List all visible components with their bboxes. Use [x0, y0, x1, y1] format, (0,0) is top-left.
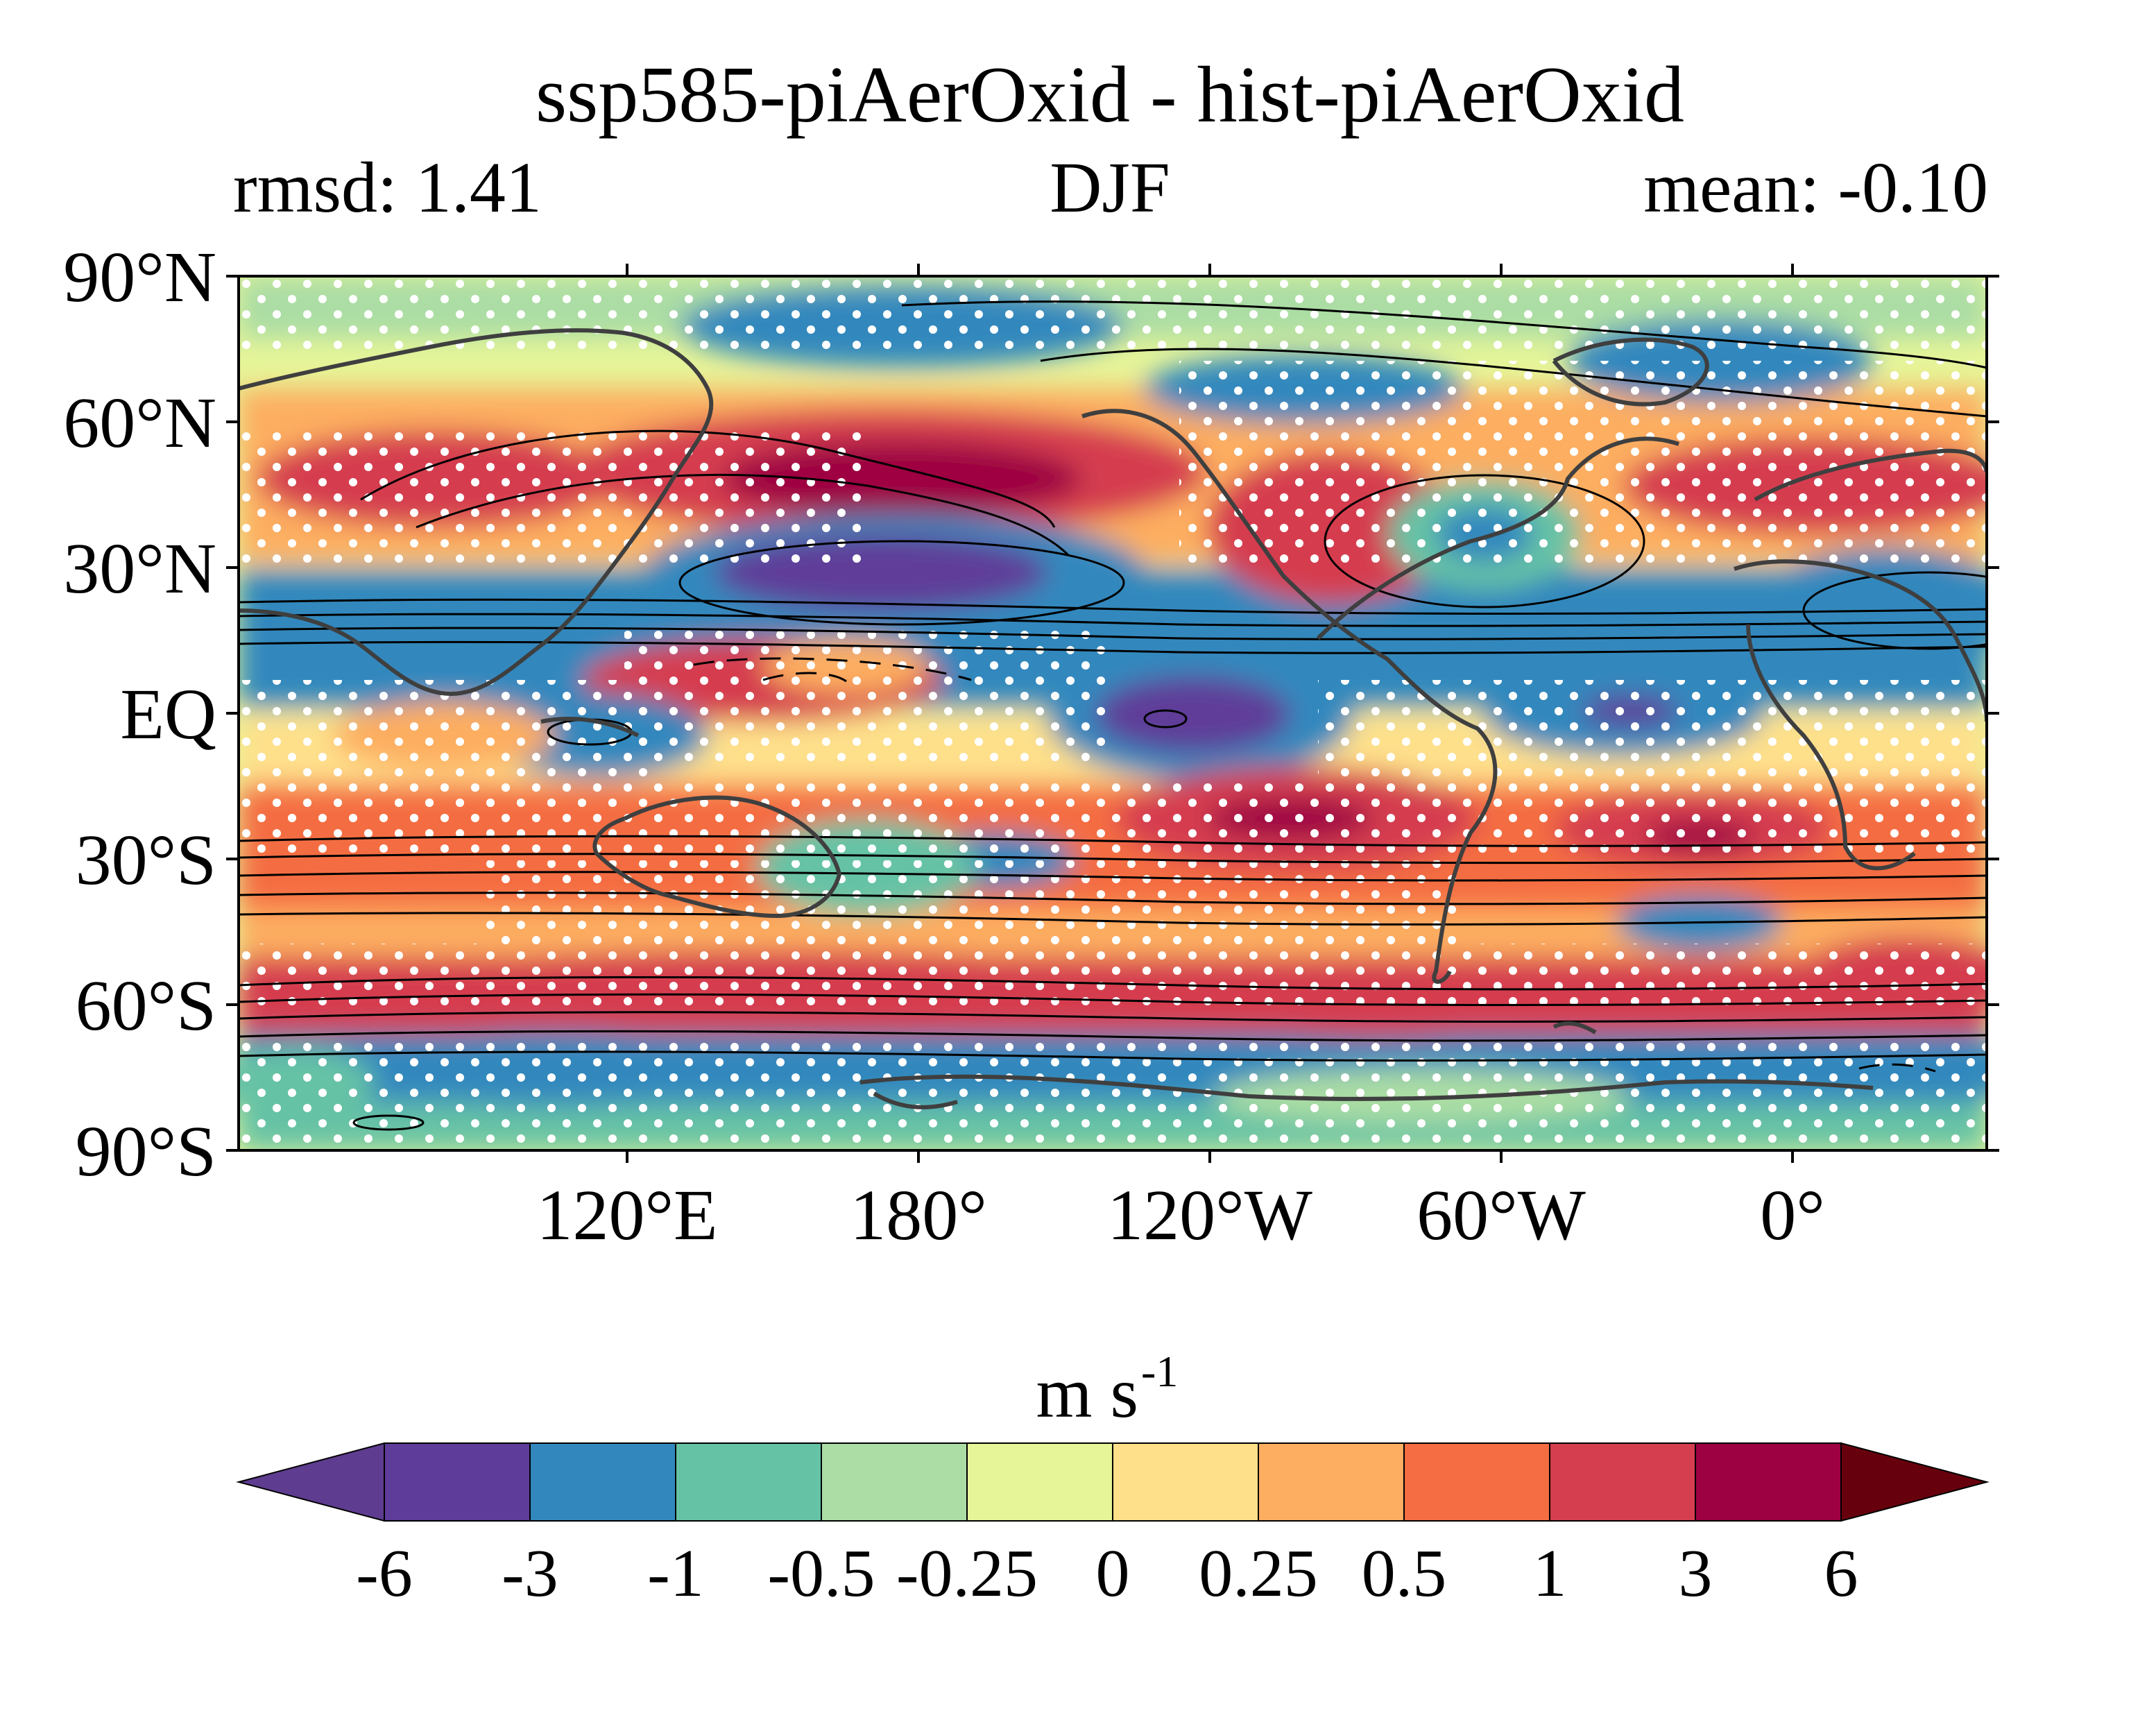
colorbar-tick-label: 6 — [1824, 1536, 1858, 1611]
colorbar-box — [1403, 1442, 1550, 1522]
colorbar-tick-label: -1 — [647, 1536, 704, 1611]
lon-tick-label: 60°W — [1417, 1175, 1586, 1255]
lat-tick-label: EQ — [120, 674, 216, 754]
colorbar-tick-label: 1 — [1533, 1536, 1567, 1611]
colorbar-under-triangle — [236, 1442, 385, 1522]
colorbar-tick-label: -0.25 — [896, 1536, 1038, 1611]
colorbar-tick-label: 0.25 — [1199, 1536, 1318, 1611]
colorbar-over-triangle — [1840, 1442, 1990, 1522]
colorbar-tick-label: 0 — [1096, 1536, 1130, 1611]
colorbar-unit-base: m s — [1036, 1353, 1138, 1433]
colorbar-box — [1549, 1442, 1696, 1522]
lon-tick-label: 120°W — [1107, 1175, 1312, 1255]
lat-tick-label: 60°N — [63, 383, 216, 463]
season-label: DJF — [1050, 148, 1170, 228]
colorbar-box — [966, 1442, 1113, 1522]
colorbar-tick-label: -3 — [502, 1536, 558, 1611]
lon-tick-marks — [626, 264, 1794, 1163]
colorbar-box — [384, 1442, 531, 1522]
colorbar-unit: m s-1 — [1036, 1347, 1179, 1433]
lat-tick-labels: 90°N 60°N 30°N EQ 30°S 60°S 90°S — [63, 237, 216, 1191]
lon-axis: 120°E 180° 120°W 60°W 0° — [536, 264, 1825, 1255]
colorbar-box — [1695, 1442, 1842, 1522]
colorbar-tick-label: -6 — [356, 1536, 413, 1611]
colorbar-box — [675, 1442, 822, 1522]
lat-tick-marks — [226, 275, 1999, 1152]
colorbar-tick-label: 0.5 — [1362, 1536, 1447, 1611]
lat-tick-label: 30°N — [63, 529, 216, 608]
colorbar-box — [821, 1442, 968, 1522]
colorbar-tick-labels: -6 -3 -1 -0.5 -0.25 0 0.25 0.5 1 3 6 — [356, 1536, 1858, 1611]
plot-title: ssp585-piAerOxid - hist-piAerOxid — [536, 51, 1684, 139]
map-panel — [239, 276, 1987, 1150]
lat-tick-label: 90°N — [63, 237, 216, 317]
colorbar-box — [1112, 1442, 1259, 1522]
colorbar-box — [529, 1442, 676, 1522]
lon-tick-label: 180° — [850, 1175, 987, 1255]
colorbar-boxes — [384, 1442, 1842, 1522]
coastlines — [239, 328, 1987, 1109]
lat-tick-label: 90°S — [76, 1112, 216, 1191]
lon-tick-label: 0° — [1760, 1175, 1825, 1255]
lat-axis: 90°N 60°N 30°N EQ 30°S 60°S 90°S — [63, 237, 1999, 1191]
lon-tick-labels: 120°E 180° 120°W 60°W 0° — [536, 1175, 1824, 1255]
lat-tick-label: 60°S — [76, 966, 216, 1046]
lon-tick-label: 120°E — [536, 1175, 717, 1255]
rmsd-label: rmsd: 1.41 — [233, 148, 542, 228]
lat-tick-label: 30°S — [76, 820, 216, 900]
colorbar: m s-1 -6 -3 -1 -0.5 -0.25 0 0.25 0.5 1 3 6 — [236, 1347, 1990, 1611]
colorbar-tick-label: 3 — [1679, 1536, 1713, 1611]
colorbar-tick-label: -0.5 — [767, 1536, 875, 1611]
mean-label: mean: -0.10 — [1643, 148, 1988, 228]
colorbar-unit-exponent: -1 — [1141, 1347, 1178, 1396]
colorbar-box — [1258, 1442, 1405, 1522]
